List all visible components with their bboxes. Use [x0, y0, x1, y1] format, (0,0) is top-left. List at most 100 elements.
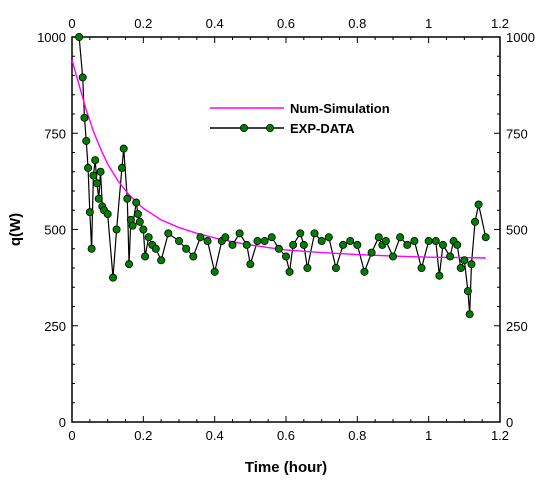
top-tick-labels: 0 0.2 0.4 0.6 0.8 1 1.2	[68, 16, 509, 31]
exp-data-point	[151, 244, 160, 253]
exp-data-point	[128, 221, 137, 230]
exp-data-point	[303, 263, 312, 272]
exp-data-point	[125, 260, 134, 269]
exp-data-point	[123, 194, 132, 203]
y-tick-label: 250	[44, 319, 66, 334]
exp-data-point	[260, 237, 269, 246]
exp-data-point	[135, 217, 144, 226]
exp-data-point	[403, 240, 412, 249]
exp-data-point	[435, 271, 444, 280]
x-tick-label-top: 0.8	[348, 16, 366, 31]
exp-data-point	[471, 217, 480, 226]
exp-data-point	[317, 237, 326, 246]
exp-data-point	[253, 237, 262, 246]
y-tick-label-right: 250	[506, 319, 528, 334]
exp-data-point	[346, 237, 355, 246]
exp-data-point	[189, 252, 198, 261]
x-tick-label: 0.8	[348, 428, 366, 443]
legend-exp-data-label: EXP-DATA	[290, 121, 355, 136]
exp-data-point	[84, 163, 93, 172]
exp-data-point	[281, 252, 290, 261]
exp-data-point	[228, 240, 237, 249]
exp-data-point	[396, 233, 405, 242]
exp-data-point	[182, 244, 191, 253]
exp-data-point	[85, 208, 94, 217]
exp-data-point	[89, 171, 98, 180]
exp-data-point	[80, 113, 89, 122]
exp-data-point	[139, 225, 148, 234]
exp-data-point	[132, 198, 141, 207]
exp-data-point	[157, 256, 166, 265]
exp-data-point	[75, 33, 84, 42]
exp-data-point	[94, 194, 103, 203]
x-tick-label: 0.6	[277, 428, 295, 443]
x-tick-label-top: 0	[68, 16, 75, 31]
exp-data-point	[299, 240, 308, 249]
exp-data-point	[112, 225, 121, 234]
exp-data-point	[474, 200, 483, 209]
exp-data-point	[310, 229, 319, 238]
exp-data-point	[374, 233, 383, 242]
y-tick-label: 0	[59, 415, 66, 430]
x-tick-label: 0.4	[206, 428, 224, 443]
y-axis-title: q(W)	[7, 213, 24, 246]
exp-data-point	[210, 267, 219, 276]
exp-data-point	[78, 73, 87, 82]
exp-data-point	[453, 240, 462, 249]
exp-data-point	[174, 237, 183, 246]
exp-data-point	[456, 263, 465, 272]
exp-data-point	[242, 240, 251, 249]
legend-exp-data-marker	[265, 124, 274, 133]
y-tick-label-right: 750	[506, 126, 528, 141]
series-line-exp-data	[78, 36, 487, 315]
exp-data-point	[91, 156, 100, 165]
exp-data-point	[196, 233, 205, 242]
legend: Num-Simulation EXP-DATA	[210, 101, 390, 136]
x-tick-label: 1	[425, 428, 432, 443]
tick-marks	[71, 36, 501, 423]
exp-data-point	[109, 273, 118, 282]
exp-data-point	[144, 233, 153, 242]
exp-data-point	[417, 263, 426, 272]
exp-data-point	[82, 136, 91, 145]
exp-data-point	[246, 260, 255, 269]
y-tick-label: 1000	[37, 30, 66, 45]
x-tick-label: 0.2	[134, 428, 152, 443]
x-axis-title: Time (hour)	[245, 459, 327, 476]
exp-data-point	[133, 210, 142, 219]
x-tick-label-top: 1.2	[491, 16, 509, 31]
exp-data-point	[285, 267, 294, 276]
exp-data-point	[431, 237, 440, 246]
y-tick-label-right: 1000	[506, 30, 535, 45]
exp-data-point	[360, 267, 369, 276]
x-tick-label-top: 1	[425, 16, 432, 31]
exp-data-point	[235, 229, 244, 238]
x-tick-label: 1.2	[491, 428, 509, 443]
exp-data-point	[367, 248, 376, 257]
exp-data-point	[221, 233, 230, 242]
left-tick-labels: 0 250 500 750 1000	[37, 30, 66, 430]
exp-data-point	[481, 233, 490, 242]
series-layer	[71, 33, 490, 319]
exp-data-point	[424, 237, 433, 246]
exp-data-point	[164, 229, 173, 238]
exp-data-point	[465, 310, 474, 319]
plot-frame	[71, 36, 501, 423]
y-tick-label: 500	[44, 223, 66, 238]
legend-num-simulation-label: Num-Simulation	[290, 101, 390, 116]
x-tick-label: 0	[68, 428, 75, 443]
y-tick-label-right: 0	[506, 415, 513, 430]
bottom-tick-labels: 0 0.2 0.4 0.6 0.8 1 1.2	[68, 428, 509, 443]
exp-data-point	[463, 287, 472, 296]
exp-data-point	[410, 237, 419, 246]
exp-data-point	[438, 240, 447, 249]
exp-data-point	[381, 237, 390, 246]
y-tick-label: 750	[44, 126, 66, 141]
exp-data-point	[87, 244, 96, 253]
exp-data-point	[446, 252, 455, 261]
y-tick-label-right: 500	[506, 223, 528, 238]
exp-data-point	[467, 260, 476, 269]
exp-data-point	[141, 252, 150, 261]
exp-data-point	[339, 240, 348, 249]
